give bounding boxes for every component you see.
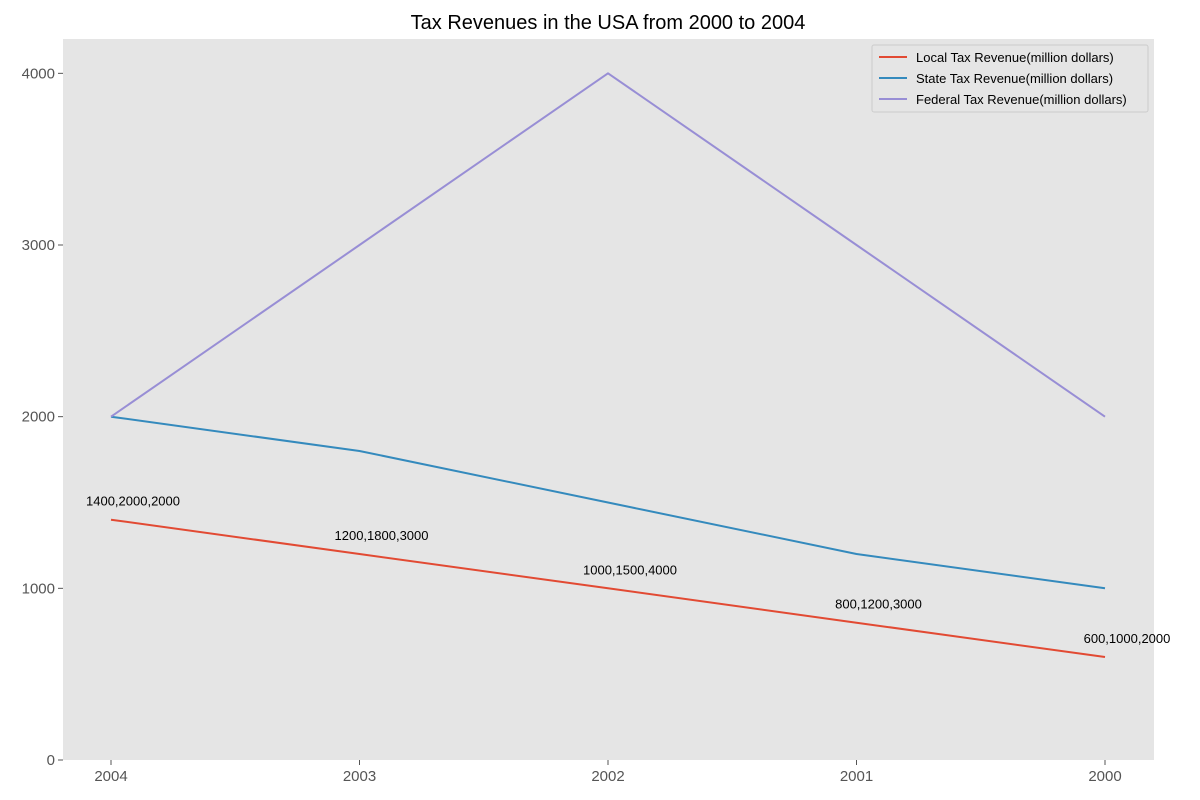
- x-tick-label: 2002: [591, 768, 624, 785]
- x-tick-label: 2003: [343, 768, 376, 785]
- legend: Local Tax Revenue(million dollars) State …: [871, 44, 1149, 113]
- data-label: 1000,1500,4000: [583, 562, 677, 577]
- plot-area: [63, 39, 1154, 760]
- y-tick-label: 4000: [22, 65, 55, 82]
- y-tick-label: 2000: [22, 409, 55, 426]
- y-tick-label: 0: [47, 752, 55, 769]
- chart-title: Tax Revenues in the USA from 2000 to 200…: [411, 12, 806, 34]
- legend-label-0: Local Tax Revenue(million dollars): [916, 50, 1114, 65]
- series-line-0: [110, 518, 1106, 658]
- data-label: 600,1000,2000: [1084, 631, 1171, 646]
- x-axis: 2004 2003 2002 2001 2000: [94, 760, 1122, 785]
- series-line-1: [110, 415, 1106, 590]
- legend-label-1: State Tax Revenue(million dollars): [916, 71, 1113, 86]
- data-label: 800,1200,3000: [835, 597, 922, 612]
- x-tick-label: 2004: [94, 768, 127, 785]
- data-label: 1200,1800,3000: [335, 528, 429, 543]
- series-layer: [110, 72, 1106, 658]
- series-line-2: [110, 72, 1106, 418]
- y-tick-label: 3000: [22, 237, 55, 254]
- legend-label-2: Federal Tax Revenue(million dollars): [916, 92, 1127, 107]
- data-label: 1400,2000,2000: [86, 494, 180, 509]
- y-axis: 0 1000 2000 3000 4000: [22, 65, 63, 769]
- x-tick-label: 2001: [840, 768, 873, 785]
- legend-box: [871, 44, 1149, 113]
- y-tick-label: 1000: [22, 580, 55, 597]
- data-labels: 1400,2000,2000 1200,1800,3000 1000,1500,40…: [86, 494, 1170, 646]
- x-tick-label: 2000: [1088, 768, 1121, 785]
